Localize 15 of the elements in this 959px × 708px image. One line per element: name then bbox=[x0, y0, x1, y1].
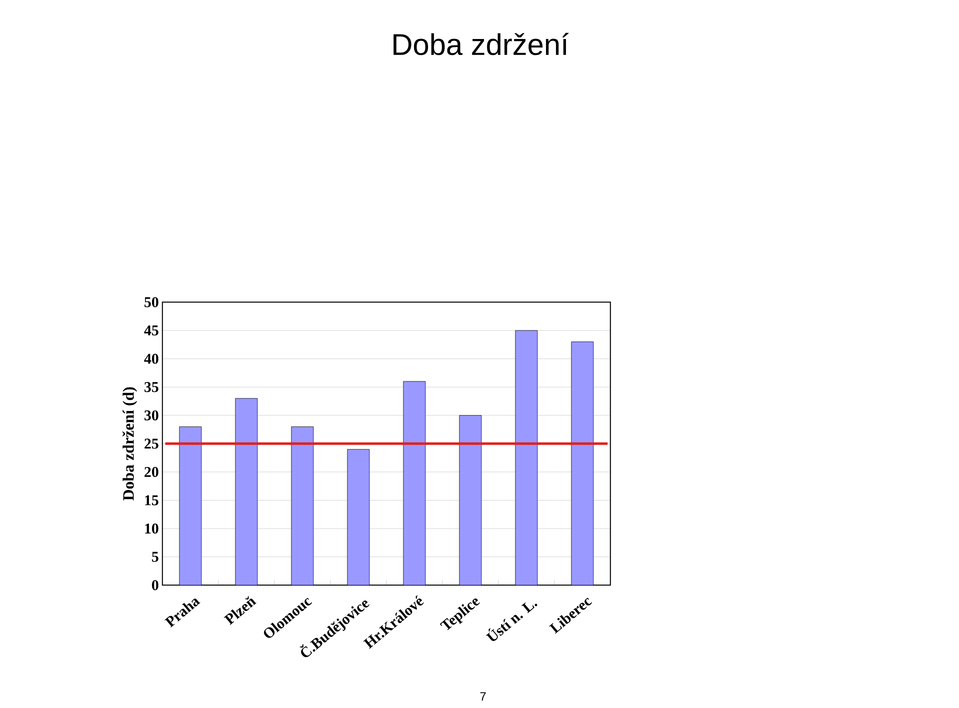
text: 7 bbox=[480, 692, 486, 700]
y-tick-label: 5 bbox=[152, 552, 158, 562]
y-tick-label: 0 bbox=[152, 580, 158, 590]
y-tick-label: 35 bbox=[144, 382, 158, 392]
chart-title: Doba zdržení bbox=[394, 32, 569, 56]
y-tick-label: 15 bbox=[145, 495, 158, 506]
y-axis-title: Doba zdržení (d) bbox=[122, 387, 138, 500]
y-tick-label: 20 bbox=[144, 466, 158, 477]
y-tick-label: 40 bbox=[144, 354, 158, 364]
x-tick-label: Ústí n. L. bbox=[486, 602, 538, 642]
y-tick-label: 30 bbox=[144, 410, 158, 420]
y-tick-label: 10 bbox=[145, 524, 158, 534]
y-tick-label: 50 bbox=[144, 297, 158, 308]
y-tick-label: 45 bbox=[144, 325, 158, 336]
y-tick-label: 25 bbox=[144, 438, 158, 449]
